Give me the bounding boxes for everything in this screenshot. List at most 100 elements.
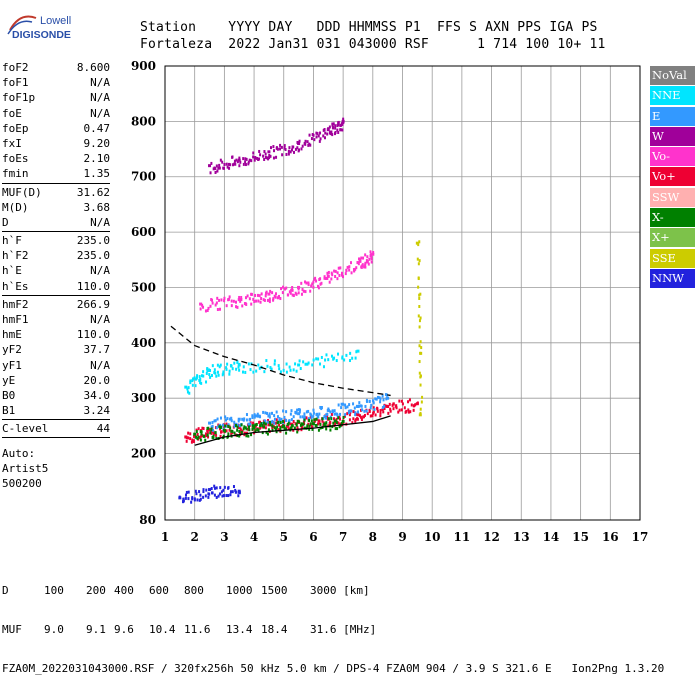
param-row: foEs 2.10 <box>2 151 110 166</box>
echo-point <box>327 270 330 274</box>
echo-point <box>277 428 280 432</box>
echo-point <box>238 424 241 428</box>
echo-point <box>255 369 258 373</box>
echo-point <box>317 286 320 290</box>
param-value: 110.0 <box>76 279 110 293</box>
echo-point <box>199 302 203 306</box>
echo-point <box>307 281 310 285</box>
param-value: 235.0 <box>76 234 110 248</box>
echo-point <box>302 422 305 426</box>
echo-point <box>195 430 198 434</box>
echo-point <box>254 423 257 427</box>
echo-point <box>317 422 320 426</box>
echo-point <box>222 166 225 170</box>
echo-point <box>211 301 214 305</box>
echo-point <box>247 425 250 429</box>
echo-point <box>400 399 403 403</box>
echo-point <box>410 403 413 407</box>
echo-point <box>302 360 305 364</box>
echo-point <box>277 295 280 299</box>
echo-point <box>301 144 304 148</box>
echo-point <box>291 424 294 428</box>
echo-point <box>379 400 382 404</box>
echo-point <box>222 372 225 376</box>
echo-point <box>210 161 213 165</box>
echo-point <box>196 432 199 436</box>
param-value: 8.600 <box>76 61 110 74</box>
echo-point <box>275 430 278 434</box>
echo-point <box>308 418 311 422</box>
echo-point <box>358 258 361 262</box>
param-row: M(D) 3.68 <box>2 200 110 215</box>
echo-point <box>193 432 197 436</box>
echo-point <box>247 162 250 166</box>
echo-point <box>346 265 349 269</box>
param-separator <box>2 294 110 296</box>
echo-point <box>376 406 379 410</box>
echo-point <box>196 374 199 378</box>
echo-point <box>218 492 221 496</box>
echo-point <box>417 314 420 318</box>
echo-point <box>370 260 373 264</box>
echo-point <box>202 434 205 438</box>
echo-point <box>214 303 217 307</box>
param-value: N/A <box>90 106 110 120</box>
echo-point <box>334 124 337 128</box>
echo-point <box>259 420 262 424</box>
echo-point <box>196 437 199 441</box>
echo-point <box>222 428 226 432</box>
echo-point <box>212 430 215 434</box>
echo-point <box>331 273 334 277</box>
echo-point <box>372 401 375 405</box>
echo-point <box>273 426 276 430</box>
echo-point <box>340 123 343 127</box>
echo-point <box>371 399 374 403</box>
echo-point <box>337 120 340 124</box>
echo-point <box>324 424 327 428</box>
echo-point <box>288 419 291 423</box>
echo-point <box>285 370 288 374</box>
echo-point <box>216 370 219 374</box>
echo-point <box>192 440 195 444</box>
echo-point <box>328 280 331 284</box>
param-separator <box>2 231 110 233</box>
echo-point <box>205 380 208 384</box>
echo-point <box>419 375 422 379</box>
echo-point <box>226 362 229 366</box>
solid-profile-curve <box>194 415 391 446</box>
echo-point <box>272 145 275 149</box>
echo-point <box>289 150 292 154</box>
echo-point <box>365 409 368 413</box>
echo-point <box>310 137 313 141</box>
echo-point <box>263 298 266 302</box>
echo-point <box>230 429 233 433</box>
echo-point <box>370 255 373 259</box>
echo-point <box>322 134 325 138</box>
echo-point <box>213 493 216 497</box>
echo-point <box>354 411 357 415</box>
y-tick-label: 80 <box>139 513 156 527</box>
echo-point <box>278 419 281 423</box>
echo-point <box>313 277 316 281</box>
echo-point <box>199 493 202 497</box>
echo-point <box>295 423 298 427</box>
echo-point <box>299 423 302 427</box>
echo-point <box>337 421 340 425</box>
muf-row: MUF 9.0 9.1 9.6 10.4 11.6 13.4 18.4 31.6 [MHz] <box>2 623 664 636</box>
echo-point <box>214 167 217 171</box>
echo-point <box>383 404 386 408</box>
echo-point <box>360 256 363 260</box>
auto-version: 500200 <box>2 477 42 491</box>
echo-point <box>305 410 308 414</box>
echo-point <box>231 490 234 494</box>
y-tick-label: 500 <box>131 280 156 294</box>
echo-point <box>301 415 304 419</box>
echo-point <box>208 428 212 432</box>
echo-point <box>341 119 345 123</box>
param-row: foF1 N/A <box>2 75 110 90</box>
echo-point <box>278 417 281 421</box>
echo-point <box>318 278 321 282</box>
echo-point <box>231 429 234 433</box>
echo-point <box>288 365 291 369</box>
echo-point <box>332 126 335 130</box>
